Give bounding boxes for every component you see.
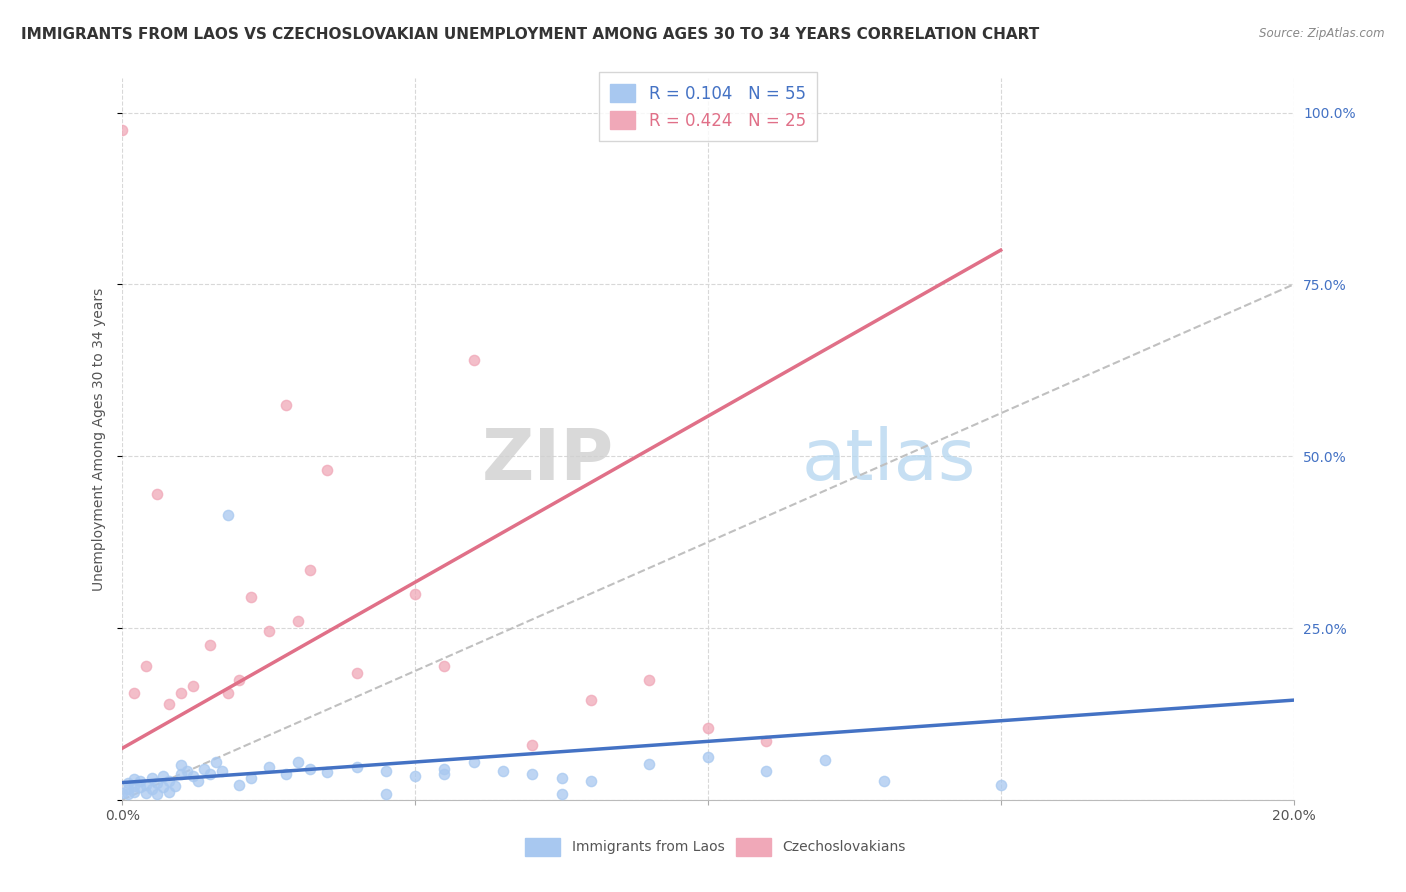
Point: [240, 771, 263, 785]
Point: [276, 766, 298, 780]
Point: [181, 769, 204, 783]
Point: [579, 773, 602, 788]
Point: [638, 757, 661, 772]
Point: [128, 773, 150, 788]
Point: [550, 787, 572, 801]
Point: [696, 721, 718, 735]
Point: [316, 463, 339, 477]
Point: [990, 778, 1012, 792]
Point: [122, 772, 145, 786]
Point: [696, 750, 718, 764]
Point: [135, 778, 157, 792]
Point: [346, 760, 368, 774]
Point: [257, 624, 280, 639]
Point: [814, 753, 837, 767]
Point: [111, 786, 134, 800]
Point: [433, 762, 456, 776]
Point: [152, 769, 174, 783]
Point: [146, 775, 169, 789]
Point: [211, 764, 233, 778]
Point: [111, 123, 134, 137]
Point: [374, 787, 396, 801]
Point: [122, 686, 145, 700]
Point: [463, 353, 485, 368]
Text: Czechoslovakians: Czechoslovakians: [782, 840, 905, 854]
Point: [287, 614, 309, 628]
Point: [638, 673, 661, 687]
Point: [122, 784, 145, 798]
Point: [522, 766, 544, 780]
Point: [205, 755, 228, 769]
Point: [257, 760, 280, 774]
Text: Immigrants from Laos: Immigrants from Laos: [571, 840, 724, 854]
Point: [433, 658, 456, 673]
Point: [240, 590, 263, 604]
Point: [141, 782, 163, 797]
Point: [141, 771, 163, 785]
Point: [404, 587, 426, 601]
Text: ZIP: ZIP: [482, 426, 614, 495]
Point: [346, 665, 368, 680]
Point: [433, 766, 456, 780]
Point: [128, 780, 150, 795]
Point: [117, 782, 139, 797]
Point: [872, 773, 894, 788]
Point: [579, 693, 602, 707]
Point: [163, 779, 186, 793]
Point: [193, 762, 215, 776]
Point: [198, 766, 221, 780]
Point: [146, 787, 169, 801]
Point: [287, 755, 309, 769]
Text: IMMIGRANTS FROM LAOS VS CZECHOSLOVAKIAN UNEMPLOYMENT AMONG AGES 30 TO 34 YEARS C: IMMIGRANTS FROM LAOS VS CZECHOSLOVAKIAN …: [21, 27, 1039, 42]
Point: [198, 638, 221, 652]
Point: [374, 764, 396, 778]
Point: [122, 779, 145, 793]
Point: [135, 786, 157, 800]
Point: [276, 398, 298, 412]
Point: [152, 780, 174, 795]
Point: [522, 738, 544, 752]
Point: [146, 487, 169, 501]
Point: [170, 686, 193, 700]
Text: atlas: atlas: [801, 426, 976, 495]
Point: [217, 686, 239, 700]
Point: [170, 766, 193, 780]
Point: [404, 769, 426, 783]
Point: [228, 778, 250, 792]
Point: [157, 784, 180, 798]
Point: [298, 762, 321, 776]
Point: [298, 563, 321, 577]
Text: Source: ZipAtlas.com: Source: ZipAtlas.com: [1260, 27, 1385, 40]
Point: [157, 697, 180, 711]
Point: [187, 773, 209, 788]
Point: [228, 673, 250, 687]
Point: [117, 787, 139, 801]
Point: [135, 658, 157, 673]
Point: [755, 764, 778, 778]
Point: [181, 680, 204, 694]
Point: [157, 773, 180, 788]
Point: [755, 734, 778, 748]
Point: [117, 775, 139, 789]
Legend: R = 0.104   N = 55, R = 0.424   N = 25: R = 0.104 N = 55, R = 0.424 N = 25: [599, 72, 817, 141]
Point: [492, 764, 515, 778]
Point: [176, 764, 198, 778]
Point: [217, 508, 239, 522]
Point: [463, 755, 485, 769]
Y-axis label: Unemployment Among Ages 30 to 34 years: Unemployment Among Ages 30 to 34 years: [93, 287, 107, 591]
Point: [170, 758, 193, 772]
Point: [316, 765, 339, 780]
Point: [550, 771, 572, 785]
